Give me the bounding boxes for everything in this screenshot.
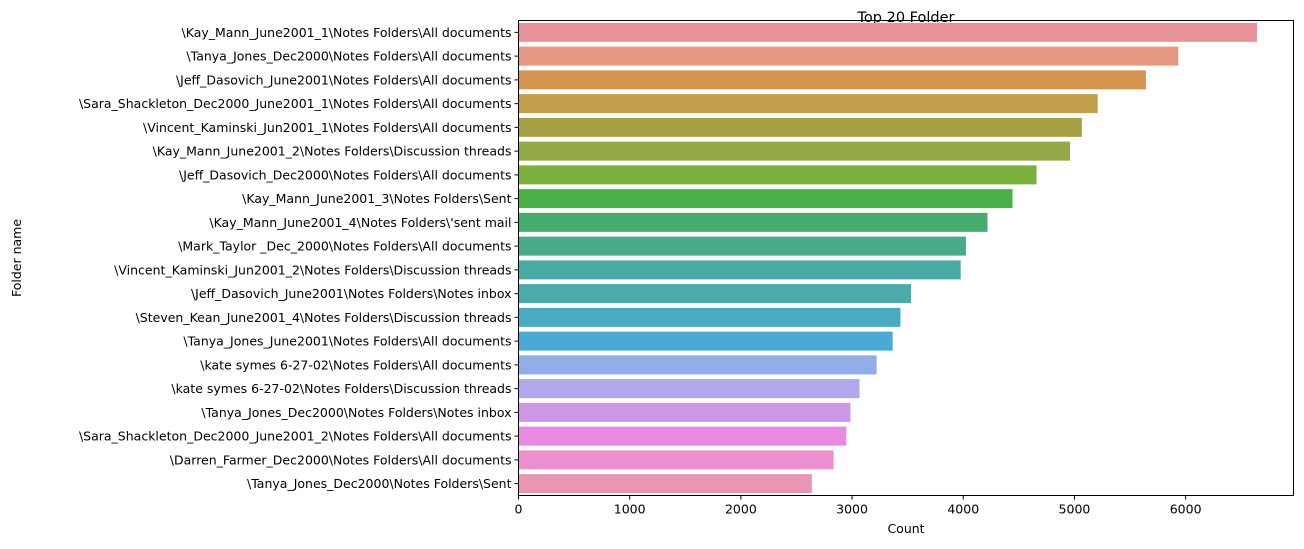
y-tick-label: \Vincent_Kaminski_Jun2001_1\Notes Folder… [143,120,511,135]
y-tick-label: \Kay_Mann_June2001_4\Notes Folders\'sent… [209,215,511,230]
bar [518,307,901,327]
y-tick-label: \Tanya_Jones_June2001\Notes Folders\All … [183,334,511,349]
y-tick-label: \Vincent_Kaminski_Jun2001_2\Notes Folder… [114,262,511,277]
y-axis: \Kay_Mann_June2001_1\Notes Folders\All d… [79,25,519,491]
bar [518,331,893,351]
bar [518,355,877,375]
x-tick-label: 5000 [1059,502,1091,517]
plot-frame [518,20,1294,496]
bar [518,236,966,256]
y-tick-label: \Kay_Mann_June2001_3\Notes Folders\Sent [242,191,511,206]
bar [518,189,1013,209]
bar [518,284,912,304]
bar [518,165,1037,185]
y-tick-label: \Jeff_Dasovich_June2001\Notes Folders\Al… [176,72,512,87]
y-tick-label: \Steven_Kean_June2001_4\Notes Folders\Di… [136,310,512,325]
y-tick-label: \kate symes 6-27-02\Notes Folders\Discus… [171,381,511,396]
y-tick-label: \Tanya_Jones_Dec2000\Notes Folders\All d… [186,49,511,64]
x-tick-label: 2000 [725,502,757,517]
y-tick-label: \Tanya_Jones_Dec2000\Notes Folders\Notes… [201,405,511,420]
y-tick-label: \Mark_Taylor _Dec_2000\Notes Folders\All… [178,239,511,254]
y-tick-label: \Sara_Shackleton_Dec2000_June2001_1\Note… [79,96,512,111]
bar [518,46,1179,66]
bar [518,402,851,422]
x-tick-label: 3000 [836,502,868,517]
y-axis-title: Folder name [9,219,24,297]
y-tick-label: \Kay_Mann_June2001_2\Notes Folders\Discu… [153,144,512,159]
y-tick-label: \Kay_Mann_June2001_1\Notes Folders\All d… [182,25,512,40]
bar [518,450,834,470]
y-tick-label: \Tanya_Jones_Dec2000\Notes Folders\Sent [247,476,512,491]
bar [518,260,961,280]
bars-layer [518,22,1258,494]
bar [518,379,860,399]
x-tick-label: 4000 [947,502,979,517]
x-tick-label: 0 [515,502,523,517]
bar [518,212,988,232]
y-tick-label: \Jeff_Dasovich_June2001\Notes Folders\No… [191,286,512,301]
y-tick-label: \Jeff_Dasovich_Dec2000\Notes Folders\All… [179,167,512,182]
y-tick-label: \Darren_Farmer_Dec2000\Notes Folders\All… [170,452,512,467]
x-axis-title: Count [887,521,924,536]
bar [518,117,1082,137]
bar [518,94,1098,114]
bar [518,474,812,494]
x-tick-label: 6000 [1170,502,1202,517]
bar [518,426,847,446]
chart-title: Top 20 Folder [857,10,955,26]
y-tick-label: \Sara_Shackleton_Dec2000_June2001_2\Note… [79,429,512,444]
bar [518,70,1146,90]
x-axis: 0 1000 2000 3000 4000 5000 6000 [515,495,1202,517]
x-tick-label: 1000 [614,502,646,517]
y-tick-label: \kate symes 6-27-02\Notes Folders\All do… [200,357,511,372]
bar [518,22,1258,42]
bar [518,141,1071,161]
